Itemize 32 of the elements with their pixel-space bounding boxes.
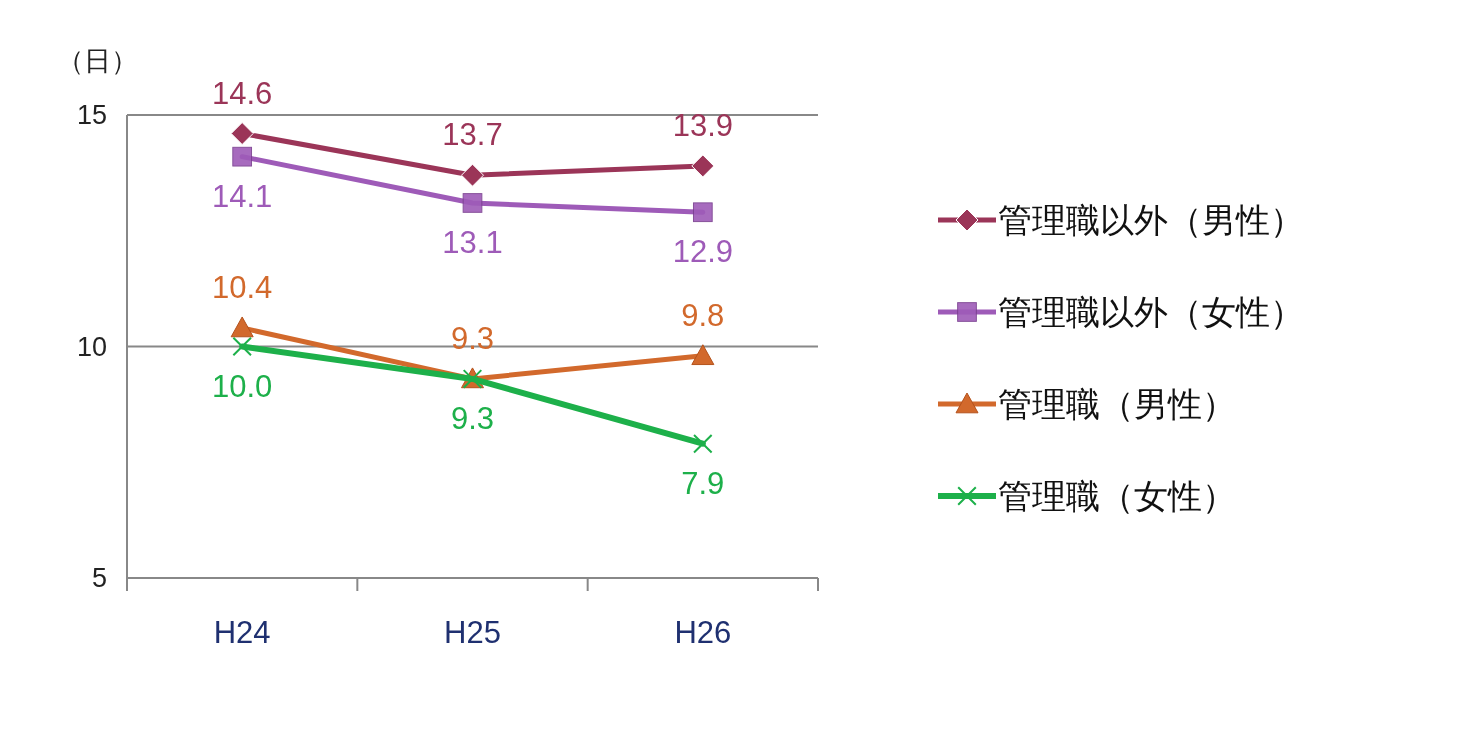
data-label: 9.8 — [681, 297, 725, 333]
legend-label: 管理職以外（女性） — [998, 292, 1304, 331]
data-label: 13.1 — [442, 224, 503, 260]
point — [232, 336, 252, 357]
data-label: 7.9 — [681, 465, 725, 501]
legend-label: 管理職以外（男性） — [998, 200, 1304, 239]
point — [692, 202, 713, 223]
data-label: 13.7 — [442, 117, 503, 153]
x-tick-label: H26 — [674, 615, 732, 650]
point — [691, 154, 715, 178]
x-tick-label: H25 — [444, 615, 501, 650]
x-tick-label: H24 — [213, 615, 271, 650]
y-axis-title: （日） — [56, 46, 138, 76]
point — [693, 433, 713, 454]
point — [232, 146, 253, 167]
point — [230, 316, 254, 338]
point — [230, 122, 254, 146]
data-label: 10.0 — [211, 368, 273, 404]
y-tick-label: 5 — [91, 563, 107, 594]
y-tick-label: 10 — [76, 331, 107, 362]
data-label: 14.1 — [211, 178, 273, 214]
data-label: 14.6 — [211, 75, 273, 111]
legend-label: 管理職（女性） — [998, 476, 1236, 515]
data-label: 9.3 — [450, 400, 495, 436]
point — [462, 193, 483, 213]
legend-label: 管理職（男性） — [998, 384, 1236, 423]
point — [691, 344, 715, 366]
point — [461, 163, 484, 187]
data-label: 10.4 — [211, 269, 273, 305]
data-label: 12.9 — [672, 234, 734, 270]
data-label: 13.9 — [672, 107, 734, 143]
y-tick-label: 15 — [76, 100, 107, 131]
